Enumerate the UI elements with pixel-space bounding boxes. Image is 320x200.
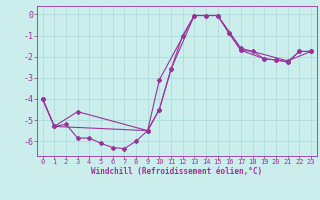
X-axis label: Windchill (Refroidissement éolien,°C): Windchill (Refroidissement éolien,°C) [91, 167, 262, 176]
